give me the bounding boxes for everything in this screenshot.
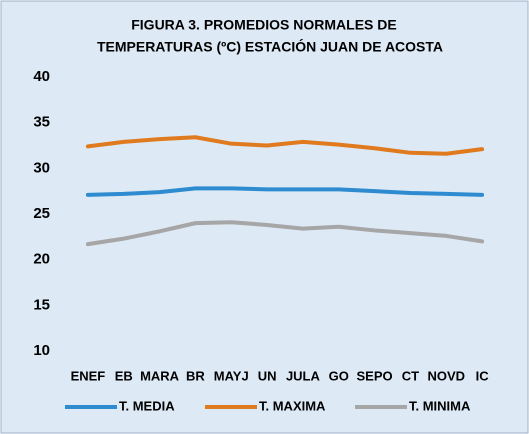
- y-tick-label: 15: [33, 296, 50, 313]
- x-tick-label: CT: [402, 368, 419, 383]
- chart-title: TEMPERATURAS (ºC) ESTACIÓN JUAN DE ACOST…: [97, 38, 443, 55]
- x-tick-label: BR: [186, 368, 205, 383]
- legend-label: T. MINIMA: [409, 398, 471, 413]
- legend-label: T. MAXIMA: [259, 398, 326, 413]
- legend-label: T. MEDIA: [119, 398, 175, 413]
- y-tick-label: 35: [33, 114, 50, 131]
- x-tick-label: NOVD: [427, 368, 465, 383]
- x-tick-label: MARA: [140, 368, 180, 383]
- y-tick-label: 30: [33, 159, 50, 176]
- y-tick-label: 40: [33, 68, 50, 85]
- x-tick-label: EB: [115, 368, 133, 383]
- x-tick-label: JULA: [286, 368, 321, 383]
- x-tick-label: MAYJ: [214, 368, 249, 383]
- x-tick-label: IC: [476, 368, 490, 383]
- x-tick-label: UN: [258, 368, 277, 383]
- x-tick-label: ENEF: [71, 368, 106, 383]
- chart-title: FIGURA 3. PROMEDIOS NORMALES DE: [131, 17, 397, 33]
- series-line: [85, 135, 485, 156]
- y-tick-label: 25: [33, 205, 50, 222]
- y-tick-label: 20: [33, 251, 50, 268]
- x-tick-label: GO: [329, 368, 349, 383]
- x-tick-label: SEPO: [357, 368, 393, 383]
- series-line: [85, 186, 485, 197]
- y-tick-label: 10: [33, 342, 50, 359]
- series-line: [85, 220, 485, 247]
